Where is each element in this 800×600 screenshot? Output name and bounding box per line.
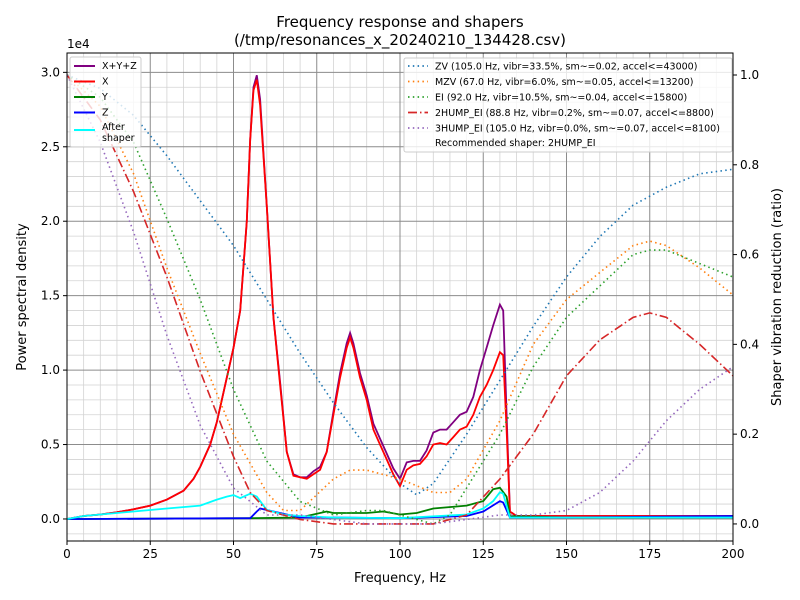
x-axis-label: Frequency, Hz xyxy=(354,571,446,586)
legend-label: X+Y+Z xyxy=(102,61,137,72)
legend-label: After shaper xyxy=(102,122,135,144)
y-right-tick-label: 0.6 xyxy=(740,248,759,262)
series-line-7 xyxy=(67,74,733,525)
y-right-tick-label: 0.8 xyxy=(740,158,759,172)
x-tick-label: 50 xyxy=(226,547,241,561)
legend-right: ZV (105.0 Hz, vibr=33.5%, sm~=0.02, acce… xyxy=(403,57,733,153)
recommended-shaper-annotation: Recommended shaper: 2HUMP_EI xyxy=(435,138,596,149)
legend-label: 3HUMP_EI (105.0 Hz, vibr=0.0%, sm~=0.07,… xyxy=(435,124,720,135)
series-line-6 xyxy=(67,74,733,512)
legend-left-box xyxy=(69,56,142,148)
y-right-tick-label: 1.0 xyxy=(740,68,759,82)
legend-label: Z xyxy=(102,108,109,119)
x-tick-label: 200 xyxy=(722,547,745,561)
x-tick-label: 150 xyxy=(555,547,578,561)
y-tick-label: 0.5 xyxy=(41,438,60,452)
y-axis-right-label: Shaper vibration reduction (ratio) xyxy=(770,188,785,406)
x-tick-label: 175 xyxy=(638,547,661,561)
y-right-tick-label: 0.0 xyxy=(740,517,759,531)
legend-right-box xyxy=(403,57,733,153)
legend-label: ZV (105.0 Hz, vibr=33.5%, sm~=0.02, acce… xyxy=(435,62,697,73)
legend-label: 2HUMP_EI (88.8 Hz, vibr=0.2%, sm~=0.07, … xyxy=(435,108,714,119)
axis-ticks: 0 25 50 75 100 125 150 175 200 0.0 0.5 1.0 1.5 2.0 2.5… xyxy=(41,65,759,561)
legend-label: MZV (67.0 Hz, vibr=6.0%, sm~=0.05, accel… xyxy=(435,77,694,88)
series-line-9 xyxy=(67,74,733,525)
x-tick-label: 25 xyxy=(143,547,158,561)
x-tick-label: 0 xyxy=(63,547,71,561)
legend-label: X xyxy=(102,77,109,88)
x-tick-label: 100 xyxy=(389,547,412,561)
y-tick-label: 3.0 xyxy=(41,65,60,79)
x-tick-label: 75 xyxy=(309,547,324,561)
x-tick-label: 125 xyxy=(472,547,495,561)
series-line-1 xyxy=(67,79,733,520)
legend-left: X+Y+Z XYZ After shaper xyxy=(69,56,142,148)
legend-label: Y xyxy=(101,92,108,103)
y-tick-label: 2.0 xyxy=(41,214,60,228)
chart-subtitle: (/tmp/resonances_x_20240210_134428.csv) xyxy=(234,31,566,50)
y-axis-label: Power spectral density xyxy=(15,223,30,371)
series-line-8 xyxy=(67,74,733,525)
y-tick-label: 1.0 xyxy=(41,363,60,377)
y-tick-label: 0.0 xyxy=(41,512,60,526)
y-tick-label: 1.5 xyxy=(41,289,60,303)
y-right-tick-label: 0.2 xyxy=(740,427,759,441)
chart-title: Frequency response and shapers xyxy=(276,13,524,31)
y-offset-label: 1e4 xyxy=(67,37,90,51)
y-right-tick-label: 0.4 xyxy=(740,337,759,351)
series-lines xyxy=(67,74,733,525)
y-tick-label: 2.5 xyxy=(41,140,60,154)
legend-label: EI (92.0 Hz, vibr=10.5%, sm~=0.04, accel… xyxy=(435,93,687,104)
series-line-5 xyxy=(67,74,733,496)
